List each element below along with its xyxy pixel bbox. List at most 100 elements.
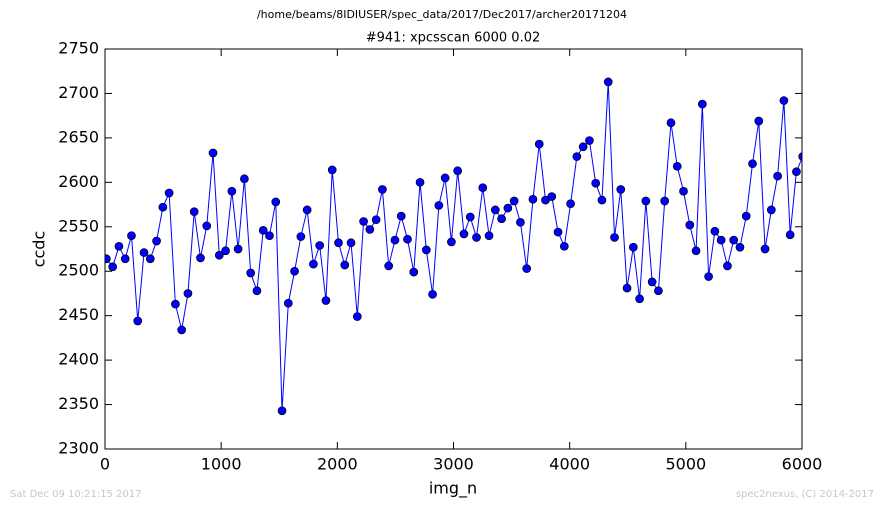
marker: [566, 199, 575, 209]
marker: [597, 195, 607, 205]
marker: [585, 136, 594, 145]
marker: [773, 171, 782, 181]
marker: [202, 221, 212, 231]
marker: [252, 286, 262, 296]
marker: [283, 298, 293, 308]
marker: [685, 220, 695, 230]
marker: [497, 214, 506, 224]
marker: [334, 238, 343, 248]
marker: [798, 152, 802, 161]
marker: [666, 118, 676, 128]
marker: [127, 231, 136, 241]
marker: [572, 152, 582, 161]
marker: [779, 96, 789, 105]
footer-left: Sat Dec 09 10:21:15 2017: [10, 489, 142, 500]
marker: [352, 312, 362, 321]
marker: [697, 99, 707, 109]
marker: [258, 225, 268, 235]
marker: [440, 173, 450, 183]
marker: [183, 289, 193, 298]
marker: [139, 248, 149, 257]
y-tick-label: 2750: [58, 39, 99, 58]
y-tick-label: 2300: [58, 439, 99, 458]
marker: [679, 186, 688, 196]
marker: [610, 233, 619, 242]
marker: [534, 139, 544, 149]
marker: [484, 231, 494, 241]
marker: [302, 205, 312, 215]
marker: [641, 196, 651, 206]
marker: [365, 225, 375, 234]
marker: [409, 267, 419, 277]
marker: [152, 236, 161, 246]
marker: [390, 235, 400, 245]
marker: [603, 77, 613, 87]
marker: [327, 165, 337, 175]
marker: [315, 241, 325, 250]
x-tick-label: 0: [100, 455, 110, 474]
marker: [509, 196, 519, 206]
marker: [704, 272, 713, 281]
x-tick-label: 5000: [665, 455, 706, 474]
x-tick-label: 4000: [549, 455, 590, 474]
x-axis-label: img_n: [429, 479, 477, 499]
marker: [296, 232, 306, 241]
marker: [622, 283, 632, 293]
marker: [164, 188, 174, 198]
marker: [434, 201, 444, 210]
marker: [591, 178, 601, 188]
chart-title: #941: xpcsscan 6000 0.02: [366, 31, 541, 46]
marker: [766, 205, 776, 215]
marker: [321, 296, 331, 305]
marker: [459, 229, 469, 239]
marker: [559, 241, 569, 251]
footer-right: spec2nexus, (C) 2014-2017: [736, 489, 874, 500]
marker: [654, 286, 663, 296]
marker: [371, 215, 381, 225]
y-axis-label: ccdc: [30, 231, 49, 268]
marker: [578, 142, 588, 152]
marker: [396, 211, 406, 221]
marker: [378, 185, 387, 194]
y-tick-label: 2700: [58, 83, 99, 102]
marker: [672, 161, 682, 171]
marker: [528, 194, 538, 204]
marker: [346, 238, 356, 248]
marker: [716, 235, 726, 245]
marker: [729, 235, 739, 245]
marker: [114, 241, 124, 251]
marker: [227, 186, 237, 196]
suptitle: /home/beams/8IDIUSER/spec_data/2017/Dec2…: [257, 8, 627, 21]
marker: [553, 227, 563, 237]
marker: [240, 174, 249, 184]
plot-area: [105, 77, 802, 416]
y-tick-label: 2400: [58, 350, 99, 369]
x-tick-label: 3000: [433, 455, 474, 474]
marker: [403, 234, 412, 244]
x-tick-label: 2000: [317, 455, 358, 474]
y-tick-label: 2450: [58, 305, 99, 324]
y-tick-label: 2550: [58, 216, 99, 235]
marker: [421, 245, 431, 255]
marker: [120, 254, 130, 264]
marker: [271, 197, 281, 207]
marker: [710, 226, 720, 236]
marker: [478, 183, 488, 193]
y-tick-label: 2350: [58, 394, 99, 413]
marker: [290, 266, 299, 276]
marker: [660, 196, 670, 206]
marker: [792, 167, 801, 177]
marker: [359, 217, 368, 226]
series-line: [106, 81, 802, 411]
marker: [465, 212, 475, 222]
marker: [189, 207, 199, 217]
marker: [472, 233, 481, 242]
marker: [133, 316, 143, 326]
marker: [196, 253, 205, 263]
marker: [503, 203, 513, 213]
marker: [760, 244, 770, 254]
marker: [628, 242, 638, 252]
x-tick-label: 6000: [782, 455, 823, 474]
marker: [158, 202, 168, 212]
marker: [428, 289, 437, 299]
